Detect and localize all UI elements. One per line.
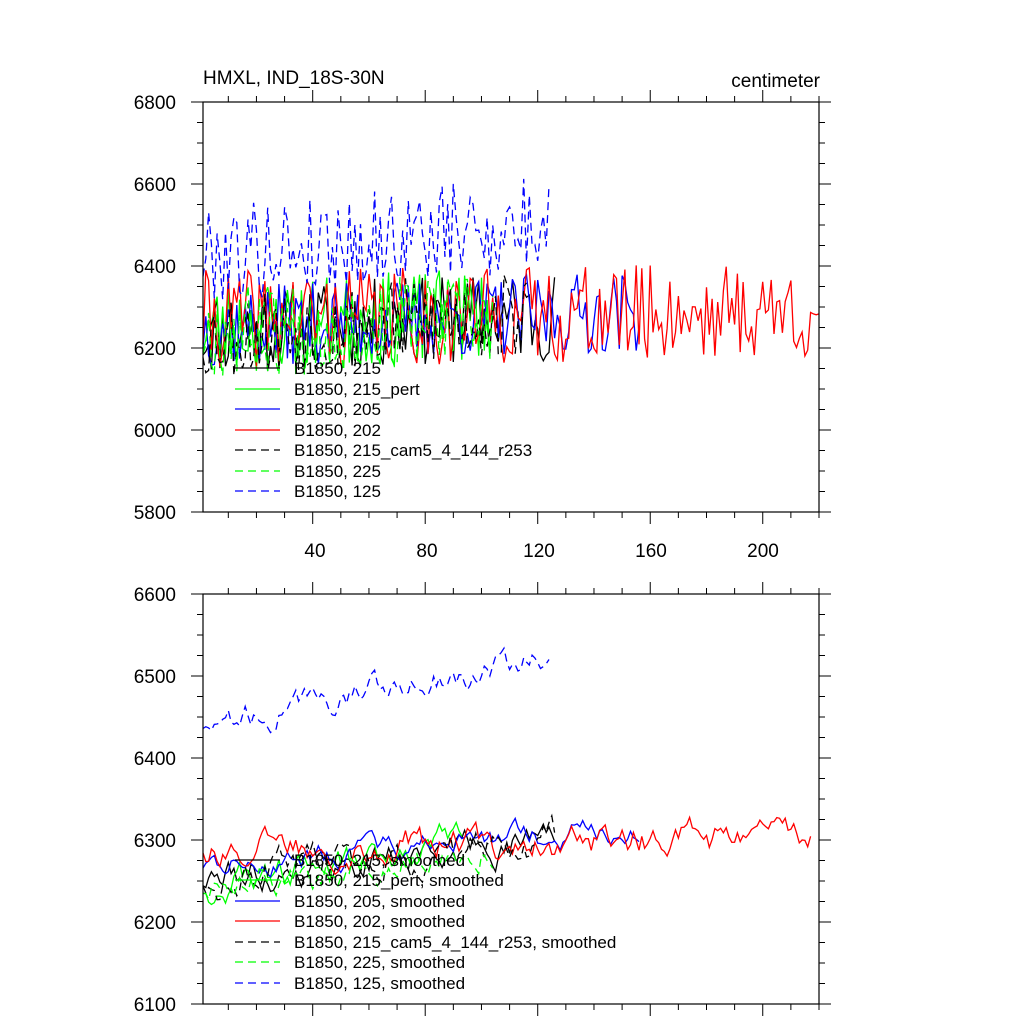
legend-entry: B1850, 225, smoothed (235, 953, 465, 972)
legend-entry: B1850, 202 (235, 421, 381, 440)
legend-label: B1850, 215_cam5_4_144_r253, smoothed (294, 933, 616, 952)
legend-label: B1850, 225 (294, 462, 381, 481)
ticks-layer (191, 90, 831, 524)
series-line (202, 265, 820, 368)
series-line (202, 822, 556, 894)
y-tick-label: 6400 (134, 749, 176, 770)
legend-label: B1850, 215 (294, 359, 381, 378)
bottom-panel: 6100 6200 6300 6400 6500 6600 B1850, 215… (134, 582, 831, 1016)
series-line (202, 277, 494, 376)
y-tick-label: 6200 (134, 339, 176, 360)
legend-entry: B1850, 225 (235, 462, 381, 481)
legend-label: B1850, 225, smoothed (294, 953, 465, 972)
x-tick-label: 80 (416, 541, 437, 562)
series-line (202, 270, 491, 369)
series-line (202, 273, 640, 366)
series-line (202, 178, 550, 300)
legend-label: B1850, 125 (294, 482, 381, 501)
x-tick-labels: 40 80 120 160 200 (304, 541, 778, 562)
legend-label: B1850, 125, smoothed (294, 974, 465, 993)
series-line (202, 852, 494, 902)
y-tick-label: 6600 (134, 585, 176, 606)
series-line (202, 646, 550, 734)
y-tick-labels: 6100 6200 6300 6400 6500 6600 (134, 585, 176, 1016)
top-panel: HMXL, IND_18S-30N centimeter 5800 6000 6… (134, 68, 831, 562)
legend-label: B1850, 205, smoothed (294, 892, 465, 911)
legend-label: B1850, 202, smoothed (294, 912, 465, 931)
y-tick-label: 6600 (134, 175, 176, 196)
legend-entry: B1850, 215_pert (235, 380, 420, 399)
y-tick-label: 6100 (134, 995, 176, 1016)
legend-entry: B1850, 215 (235, 359, 381, 378)
x-tick-label: 200 (747, 541, 779, 562)
x-tick-label: 120 (523, 541, 555, 562)
y-tick-label: 6500 (134, 667, 176, 688)
y-tick-label: 6400 (134, 257, 176, 278)
legend-entry: B1850, 202, smoothed (235, 912, 465, 931)
chart-title: HMXL, IND_18S-30N (203, 68, 385, 89)
series-line (202, 813, 556, 901)
ticks-layer (191, 582, 831, 1016)
legend: B1850, 215, smoothed B1850, 215_pert, sm… (235, 851, 616, 993)
y-tick-label: 6300 (134, 831, 176, 852)
legend-label: B1850, 215_pert, smoothed (294, 871, 504, 890)
series-layer (202, 646, 812, 906)
y-tick-label: 6200 (134, 913, 176, 934)
legend-entry: B1850, 215_cam5_4_144_r253, smoothed (235, 933, 616, 952)
y-tick-labels: 5800 6000 6200 6400 6600 6800 (134, 93, 176, 524)
legend-label: B1850, 215_pert (294, 380, 420, 399)
legend-entry: B1850, 205, smoothed (235, 892, 465, 911)
legend-entry: B1850, 215_cam5_4_144_r253 (235, 441, 532, 460)
y-tick-label: 6000 (134, 421, 176, 442)
x-tick-label: 160 (635, 541, 667, 562)
series-line (202, 277, 556, 371)
legend-entry: B1850, 125 (235, 482, 381, 501)
legend-entry: B1850, 205 (235, 400, 381, 419)
y-tick-label: 5800 (134, 503, 176, 524)
series-line (202, 274, 528, 376)
x-tick-label: 40 (304, 541, 325, 562)
y-tick-label: 6800 (134, 93, 176, 114)
legend-label: B1850, 215_cam5_4_144_r253 (294, 441, 532, 460)
chart-units: centimeter (731, 71, 820, 92)
legend-label: B1850, 202 (294, 421, 381, 440)
legend-label: B1850, 215, smoothed (294, 851, 465, 870)
legend-entry: B1850, 215_pert, smoothed (235, 871, 504, 890)
legend: B1850, 215 B1850, 215_pert B1850, 205 B1… (235, 359, 532, 501)
legend-entry: B1850, 215, smoothed (235, 851, 465, 870)
legend-entry: B1850, 125, smoothed (235, 974, 465, 993)
series-layer (202, 178, 820, 376)
legend-label: B1850, 205 (294, 400, 381, 419)
